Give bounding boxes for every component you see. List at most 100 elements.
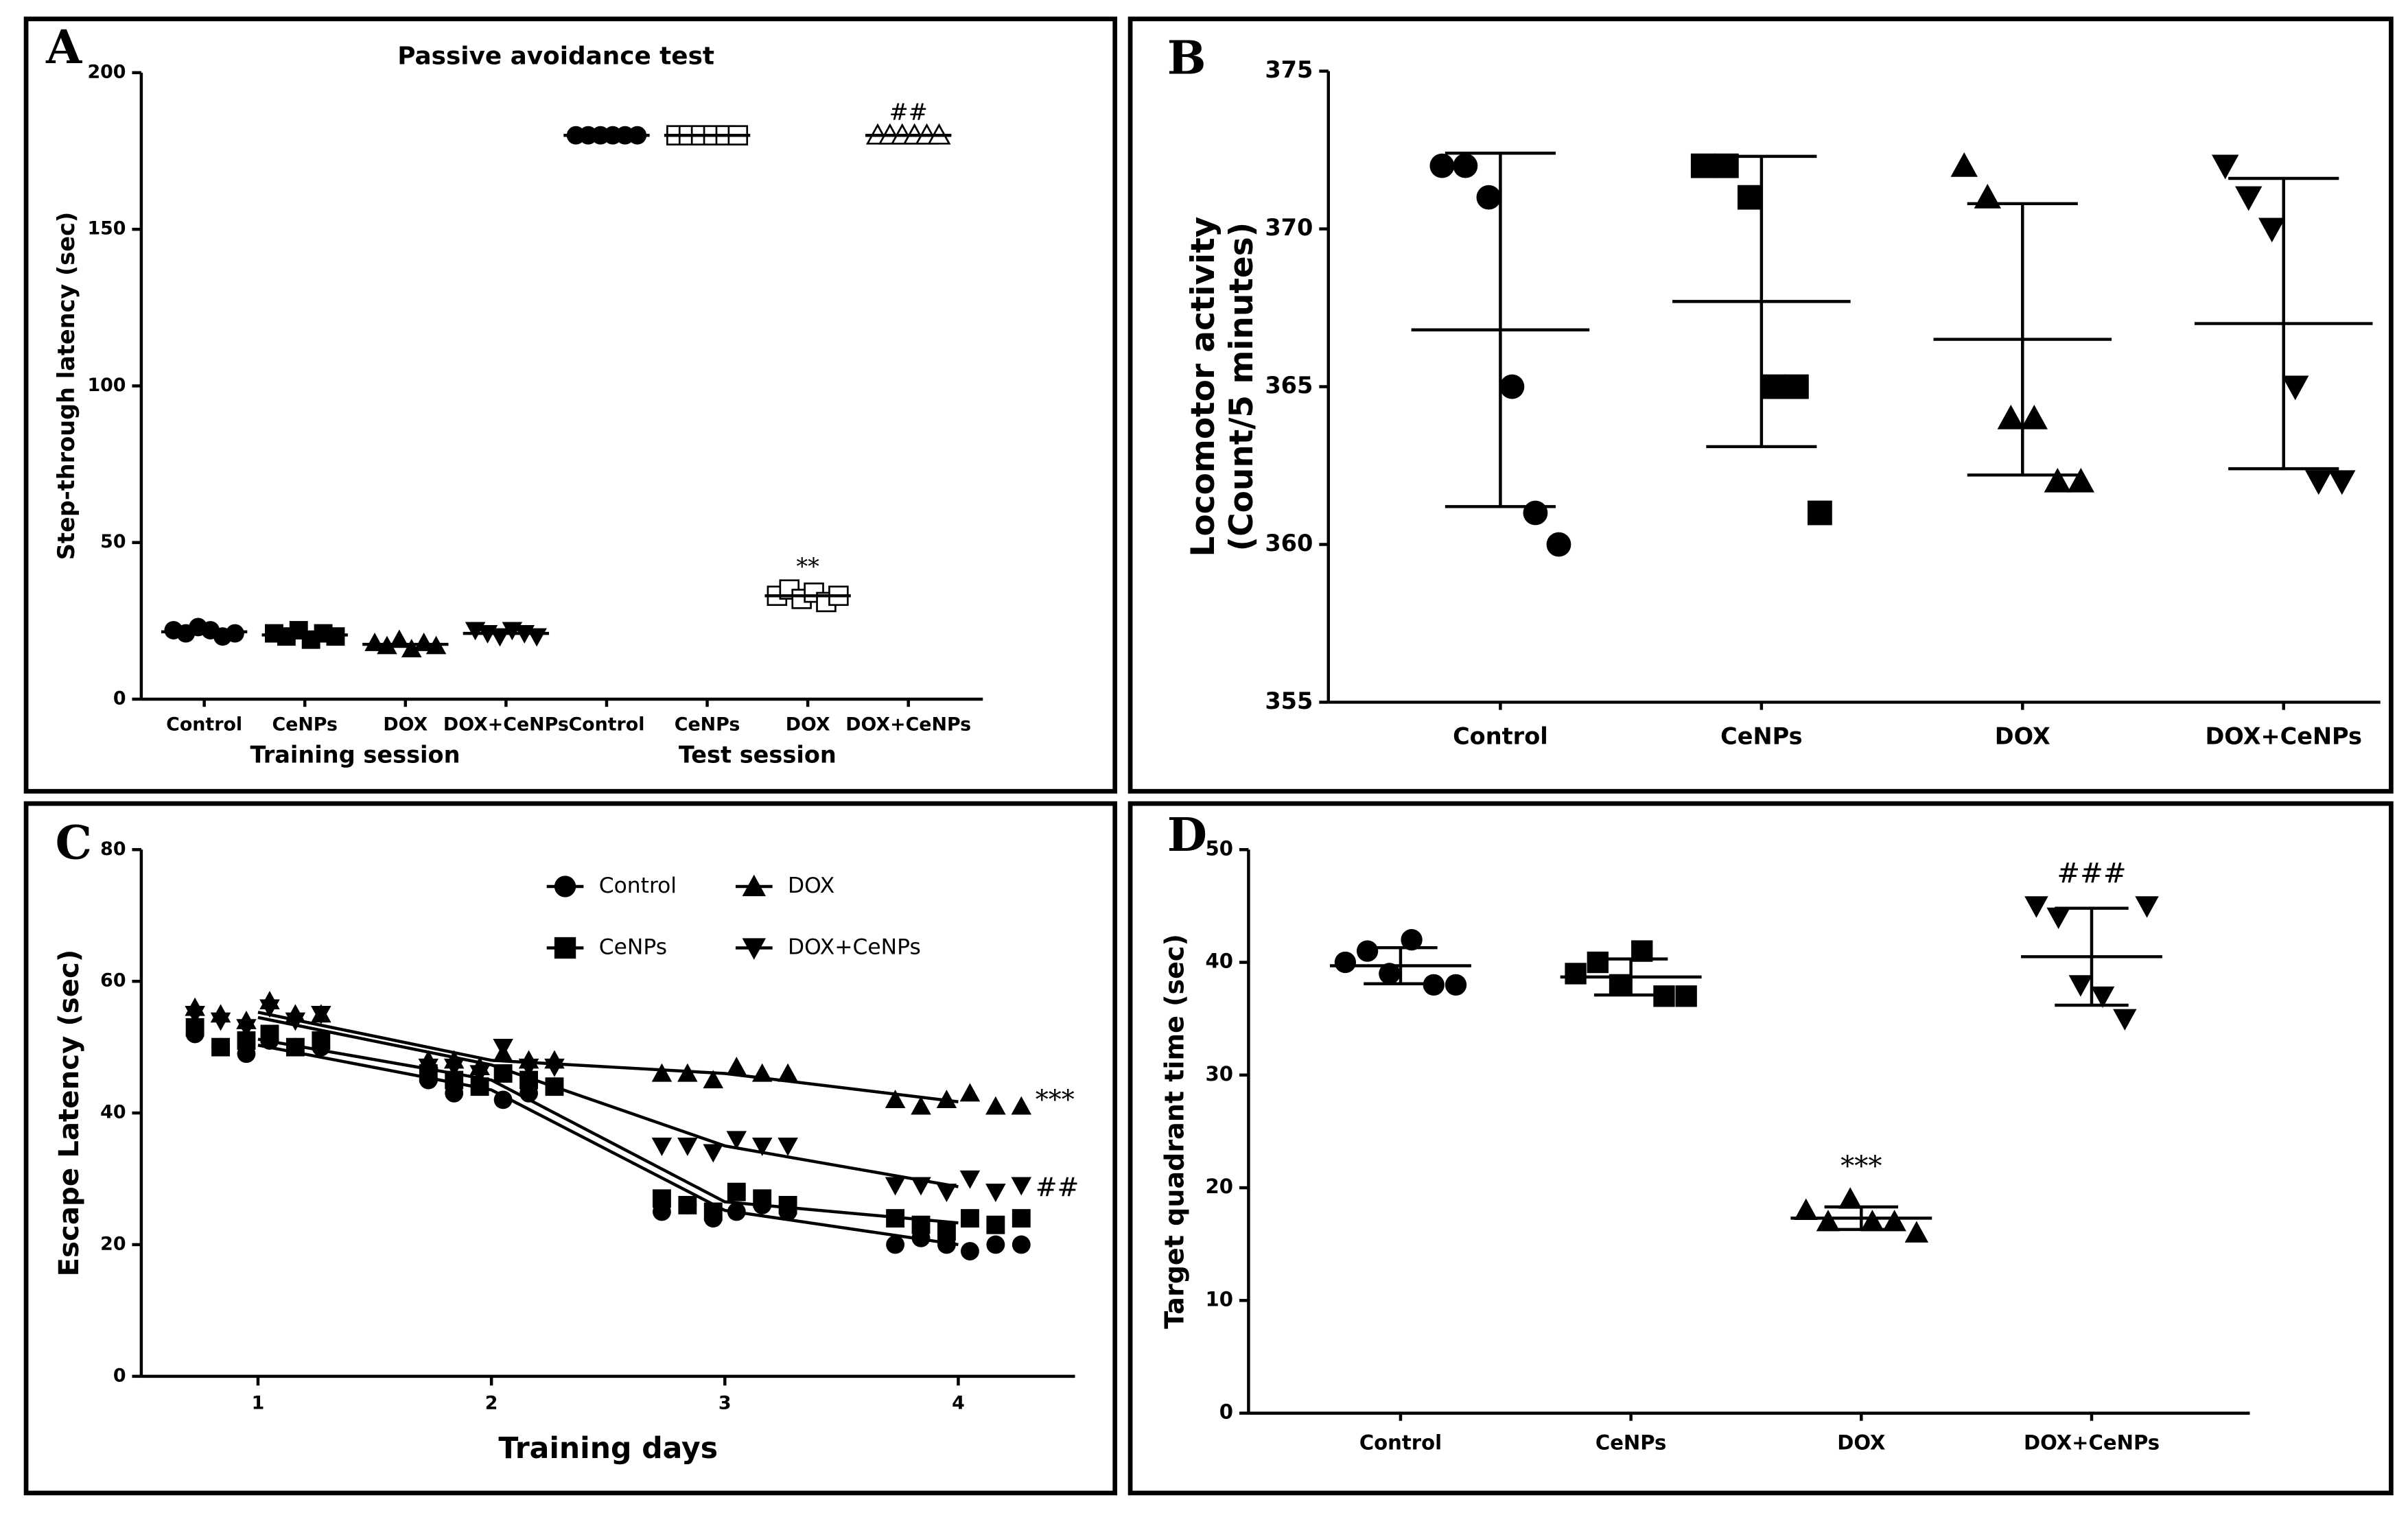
data-point <box>703 1202 723 1221</box>
annotation: ## <box>1036 1173 1079 1203</box>
data-point <box>443 1058 465 1077</box>
x-tick-label: DOX <box>1995 723 2050 749</box>
data-point <box>678 1195 697 1214</box>
data-point <box>937 1222 956 1241</box>
data-point <box>677 1063 698 1082</box>
legend-marker <box>554 937 576 959</box>
data-point <box>1760 374 1786 399</box>
data-point <box>726 1131 747 1150</box>
data-point <box>885 1177 906 1196</box>
x-tick-label: 4 <box>952 1393 965 1414</box>
data-point <box>1523 500 1548 526</box>
data-point <box>1675 985 1697 1007</box>
data-point <box>1807 500 1832 526</box>
x-tick-label: DOX+CeNPs <box>845 714 971 736</box>
x-tick-label: 1 <box>252 1393 265 1414</box>
data-point <box>2305 470 2333 495</box>
panel-label: A <box>45 20 82 74</box>
series-line <box>257 1011 959 1103</box>
data-point <box>1838 1187 1862 1209</box>
legend-label: DOX+CeNPs <box>788 935 921 959</box>
data-point <box>2235 186 2263 211</box>
data-point <box>677 1137 698 1156</box>
data-point <box>959 1083 981 1102</box>
x-tick-label: DOX+CeNPs <box>443 714 569 736</box>
data-point <box>413 633 434 651</box>
y-tick-label: 0 <box>1219 1400 1233 1424</box>
legend-marker <box>742 938 767 960</box>
data-point <box>1476 185 1501 210</box>
annotation: *** <box>1840 1151 1882 1182</box>
data-point <box>1445 974 1467 996</box>
y-tick-label: 50 <box>100 531 126 552</box>
data-point <box>1904 1221 1929 1243</box>
data-point <box>936 1090 957 1108</box>
legend-label: Control <box>599 873 677 898</box>
y-tick-label: 10 <box>1206 1287 1233 1311</box>
data-point <box>727 1202 746 1221</box>
y-tick-label: 100 <box>87 375 126 396</box>
data-point <box>1784 374 1809 399</box>
data-point <box>2068 975 2093 997</box>
y-tick-label: 355 <box>1265 688 1313 714</box>
data-point <box>1565 963 1587 985</box>
data-point <box>2328 470 2356 495</box>
data-point <box>727 1182 746 1201</box>
y-axis-label: Escape Latency (sec) <box>54 950 85 1277</box>
data-point <box>985 1184 1006 1202</box>
data-point <box>985 1096 1006 1115</box>
panel-label: B <box>1167 31 1206 85</box>
data-point <box>986 1235 1005 1254</box>
data-point <box>1499 374 1525 399</box>
data-point <box>886 1209 905 1228</box>
data-point <box>885 1090 906 1108</box>
data-point <box>961 1242 979 1260</box>
group-label: Training session <box>250 741 460 768</box>
data-point <box>211 1037 230 1057</box>
data-point <box>1546 532 1571 557</box>
data-point <box>778 1195 797 1214</box>
data-point <box>544 1058 565 1077</box>
data-point <box>753 1189 772 1208</box>
data-point <box>1997 404 2024 430</box>
y-tick-label: 200 <box>87 61 126 82</box>
x-tick-label: Control <box>166 714 242 736</box>
y-tick-label: 30 <box>1206 1062 1233 1085</box>
y-tick-label: 40 <box>1206 950 1233 973</box>
series-line <box>257 1044 959 1247</box>
data-point <box>726 1057 747 1075</box>
panel-frame <box>23 801 1118 1496</box>
x-tick-label: 2 <box>485 1393 498 1414</box>
y-tick-label: 375 <box>1265 56 1313 83</box>
data-point <box>493 1039 513 1057</box>
y-axis-label: Step-through latency (sec) <box>53 212 80 560</box>
data-point <box>2211 154 2239 180</box>
x-tick-label: DOX <box>383 714 428 736</box>
data-point <box>518 1058 539 1077</box>
chart-title: Passive avoidance test <box>397 43 714 71</box>
legend-label: CeNPs <box>599 935 667 959</box>
data-point <box>751 1137 773 1156</box>
data-point <box>959 1170 981 1189</box>
data-point <box>259 999 280 1018</box>
data-point <box>493 1090 513 1109</box>
data-point <box>311 1006 331 1024</box>
legend-marker <box>554 876 576 897</box>
annotation: ## <box>889 99 928 126</box>
y-tick-label: 20 <box>100 1233 126 1254</box>
y-axis-label: (Count/5 minutes) <box>1223 222 1261 552</box>
data-point <box>2282 375 2309 401</box>
legend-marker <box>742 874 767 897</box>
y-tick-label: 370 <box>1265 214 1313 241</box>
data-point <box>1737 185 1762 210</box>
x-tick-label: 3 <box>718 1393 732 1414</box>
data-point <box>1011 1096 1032 1115</box>
y-tick-label: 80 <box>100 838 126 860</box>
panel-frame <box>23 16 1118 794</box>
x-tick-label: Control <box>568 714 644 736</box>
data-point <box>2067 467 2095 493</box>
data-point <box>2258 218 2286 243</box>
